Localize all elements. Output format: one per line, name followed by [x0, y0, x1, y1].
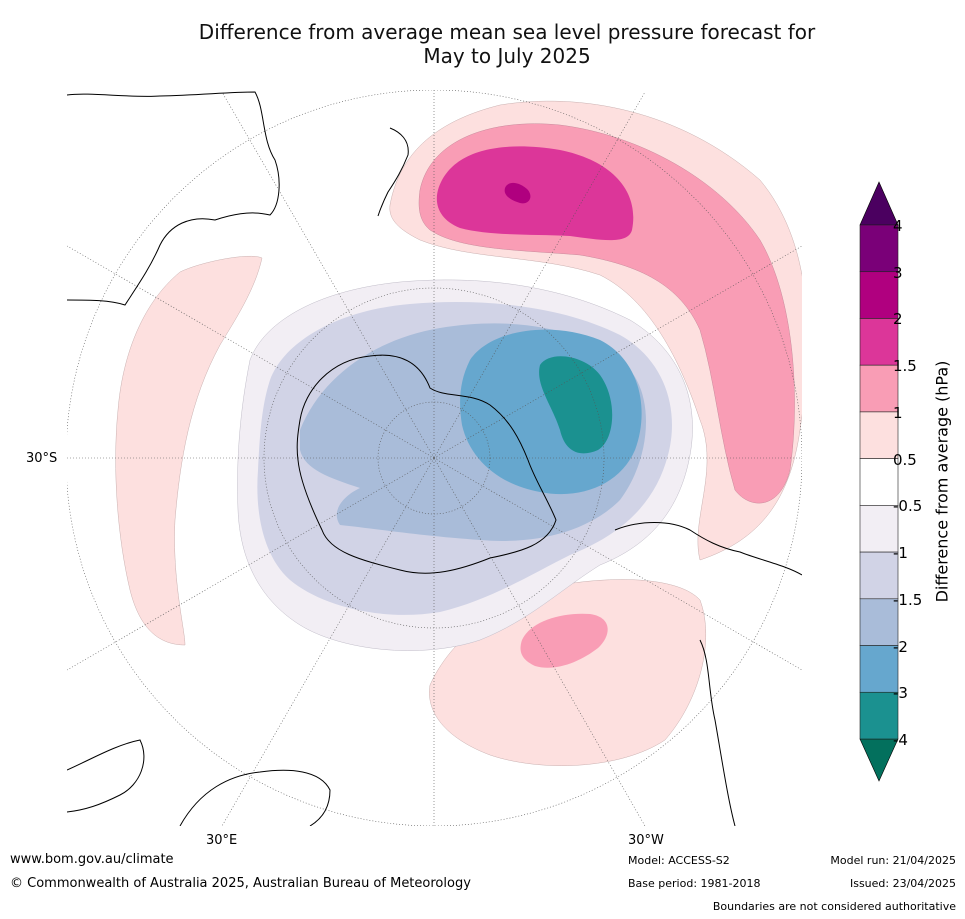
africa-coast	[67, 739, 145, 813]
map-title: Difference from average mean sea level p…	[0, 20, 965, 68]
colorbar-segment	[859, 645, 899, 693]
colorbar-tick-label: -4	[893, 731, 908, 749]
anomaly-region-west-band	[115, 255, 263, 646]
colorbar-tick-label: 4	[893, 217, 903, 235]
colorbar-segment	[859, 318, 899, 366]
latitude-label-30s: 30°S	[26, 451, 58, 466]
title-line-2: May to July 2025	[423, 44, 591, 68]
colorbar-segment	[859, 691, 899, 740]
colorbar-segment	[859, 224, 899, 273]
colorbar-segment	[859, 598, 899, 646]
disclaimer-text: Boundaries are not considered authoritat…	[712, 900, 956, 913]
anomaly-region-pos-2	[504, 182, 531, 204]
madagascar-coast	[179, 769, 331, 826]
colorbar-tick-label: 2	[893, 310, 903, 329]
colorbar-segment	[859, 364, 899, 413]
colorbar-axis-label: Difference from average (hPa)	[932, 360, 952, 603]
issued-text: Issued: 23/04/2025	[849, 877, 956, 890]
colorbar-tick-label: -1	[893, 544, 908, 563]
colorbar-tick-label: -2	[893, 637, 908, 656]
longitude-label-30w: 30°W	[628, 833, 664, 848]
model-text: Model: ACCESS-S2	[628, 854, 730, 867]
coastlines	[67, 91, 802, 826]
colorbar-tick-label: 1	[893, 403, 903, 422]
anomaly-region-neg-3	[539, 356, 613, 454]
base-period-text: Base period: 1981-2018	[628, 877, 761, 890]
colorbar-tick-label: -3	[893, 684, 908, 703]
colorbar-segment	[859, 458, 899, 506]
graticule-lines	[67, 90, 802, 826]
colorbar-tick-label: 1.5	[893, 357, 917, 376]
colorbar-segment	[859, 271, 899, 319]
colorbar-tick-label: -1.5	[893, 590, 923, 609]
south-america-coast	[614, 522, 802, 576]
antarctica-coast	[296, 354, 557, 574]
website-link[interactable]: www.bom.gov.au/climate	[10, 852, 174, 867]
model-run-text: Model run: 21/04/2025	[830, 854, 956, 867]
colorbar-tick-label: 3	[893, 263, 903, 282]
copyright-text: © Commonwealth of Australia 2025, Austra…	[10, 876, 471, 891]
south-america-coast-2	[699, 639, 736, 826]
new-zealand-coast	[377, 127, 409, 217]
anomaly-region-pos-15	[436, 146, 634, 241]
colorbar-tick-label: -0.5	[893, 497, 923, 516]
map-area	[67, 90, 802, 826]
colorbar-segment	[859, 411, 899, 459]
anomaly-region-south-1	[520, 613, 608, 668]
australia-coast	[67, 91, 280, 306]
longitude-label-30e: 30°E	[206, 833, 238, 848]
colorbar	[859, 181, 899, 782]
title-line-1: Difference from average mean sea level p…	[198, 20, 816, 44]
colorbar-tick-label: 0.5	[893, 450, 917, 469]
